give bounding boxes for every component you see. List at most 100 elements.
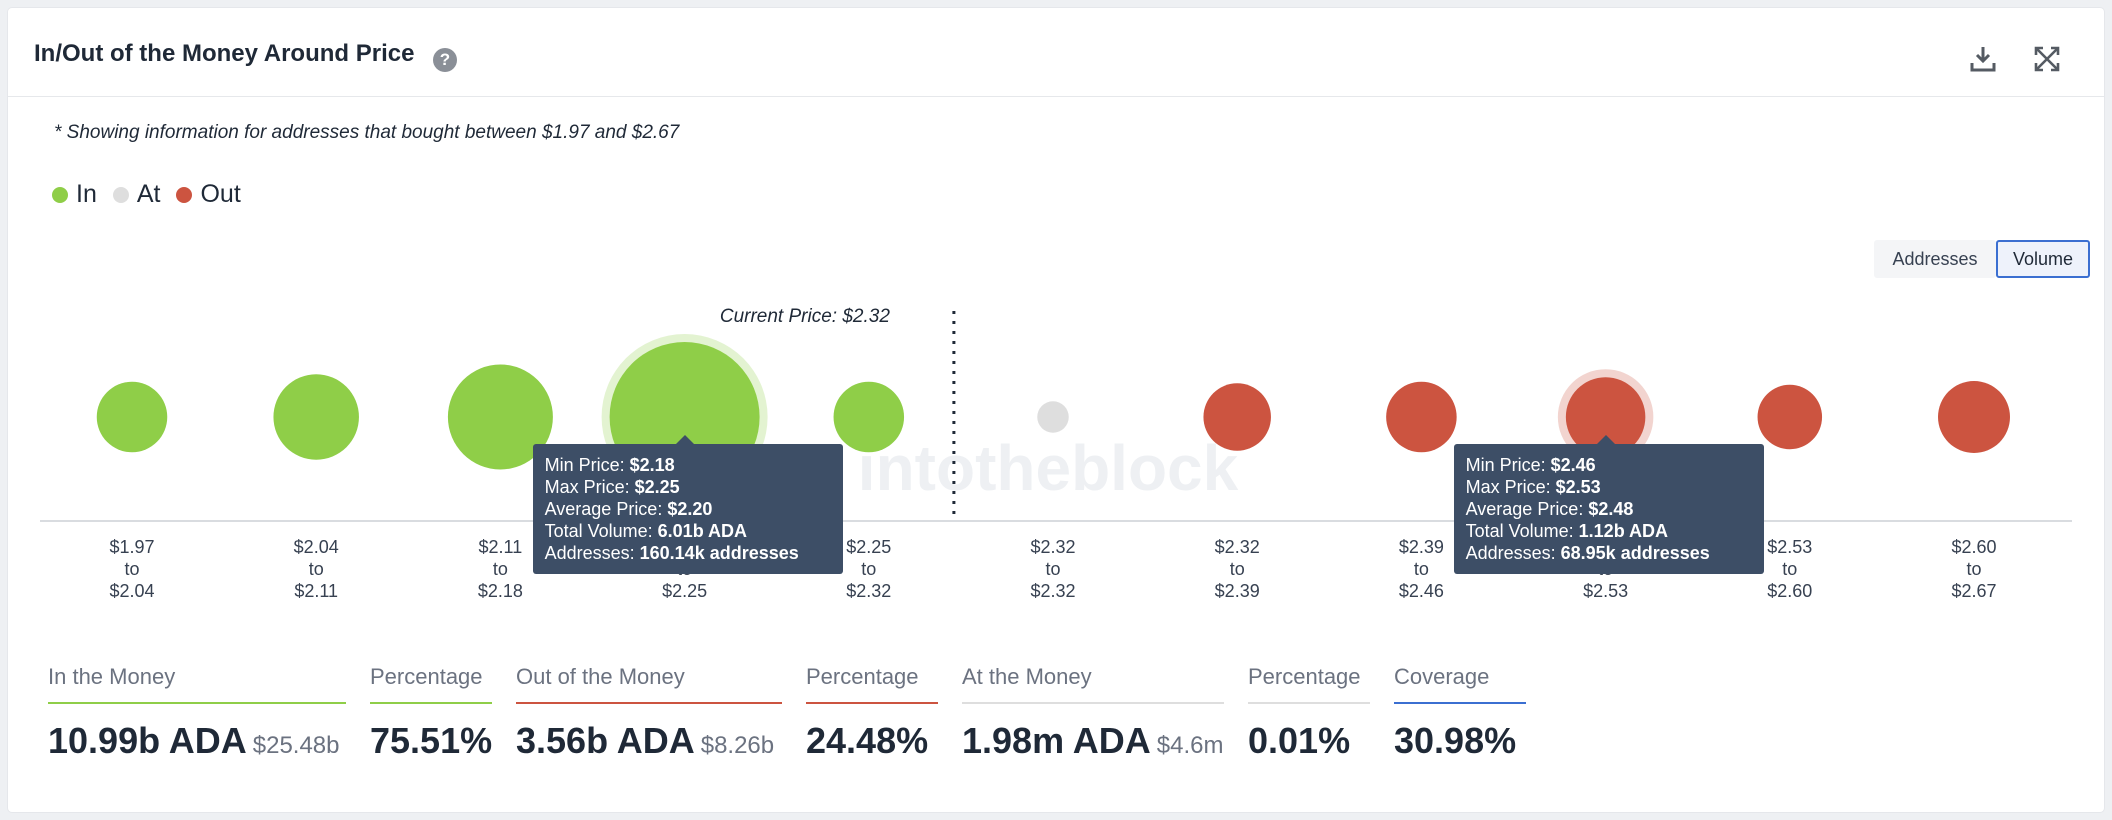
x-tick-label: $2.32 [846,581,891,601]
tooltip-row: Average Price: $2.20 [545,498,831,520]
addresses-toggle-button[interactable]: Addresses [1874,240,1996,278]
stat-label: Percentage [1248,664,1361,689]
bubble-out[interactable] [1565,377,1646,457]
tooltip-label: Min Price: [544,455,630,475]
tooltip-value: $2.25 [634,477,680,497]
tooltip-row: Max Price: $2.25 [545,476,831,498]
stat-main-value: 3.56b ADA [516,720,695,761]
tooltip-value: $2.20 [667,499,713,519]
stat-value: 0.01% [1248,720,1370,762]
tooltip-row: Addresses: 160.14k addresses [545,542,831,564]
stat-label: Coverage [1394,664,1490,689]
x-tick-label: $2.11 [479,537,523,557]
bubble-out[interactable] [1203,383,1271,451]
chart-card: In/Out of the Money Around Price ? * Sho… [8,8,2104,812]
stat-label: Percentage [806,664,919,689]
stat-main-value: 0.01% [1248,720,1351,761]
legend-item-in[interactable]: In [52,180,97,209]
x-tick-label: $2.32 [1030,581,1075,601]
legend-label: In [76,180,97,208]
x-tick-label: $2.46 [1399,581,1444,601]
legend-label: Out [200,180,241,208]
legend-dot [176,186,193,203]
tooltip-value: 68.95k addresses [1560,543,1710,563]
tooltip-label: Addresses: [1465,543,1561,563]
x-tick-label: $2.25 [662,581,707,601]
bubble-in[interactable] [447,364,553,470]
x-tick-label: to [493,559,508,579]
tooltip-value: 6.01b ADA [657,521,748,541]
current-price-label: Current Price: $2.32 [720,306,890,327]
legend-dot [52,186,68,203]
stat-label: Percentage [370,664,483,689]
stat-value: 1.98m ADA $4.6m [962,720,1224,762]
stat-value: 10.99b ADA $25.48b [48,720,346,762]
x-tick-label: $2.53 [1767,537,1812,557]
tooltip-row: Average Price: $2.48 [1466,498,1752,520]
tooltip-row: Total Volume: 1.12b ADA [1466,520,1752,542]
bubble-tooltip: Min Price: $2.18 Max Price: $2.25 Average … [532,435,843,574]
stat-main-value: 30.98% [1394,720,1517,761]
stat-value: 24.48% [806,720,938,762]
bubble-in[interactable] [96,381,168,453]
stat-at-percentage: Percentage 0.01% [1248,664,1370,762]
stat-in-the-money: In the Money 10.99b ADA $25.48b [48,664,346,762]
stat-in-percentage: Percentage 75.51% [370,664,492,762]
stat-out-of-the-money: Out of the Money 3.56b ADA $8.26b [516,664,782,762]
download-icon[interactable] [1968,44,1998,74]
x-tick-label: to [124,559,139,579]
watermark: intotheblock [858,432,1239,504]
bubble-out[interactable] [1757,384,1823,450]
stat-main-value: 24.48% [806,720,929,761]
stat-underline [516,702,782,704]
tooltip-value: 160.14k addresses [639,543,799,563]
tooltip-value: $2.46 [1550,455,1596,475]
fullscreen-icon[interactable] [2032,44,2062,74]
stat-label: At the Money [962,664,1092,689]
x-tick-label: to [861,559,876,579]
x-tick-label: $2.04 [109,581,154,601]
tooltip-label: Total Volume: [544,521,658,541]
tooltip-label: Average Price: [1465,499,1589,519]
stat-usd-value: $25.48b [252,732,340,759]
stat-usd-value: $8.26b [700,732,775,759]
stat-underline [806,702,938,704]
range-note: * Showing information for addresses that… [54,122,680,143]
x-tick-label: $2.04 [294,537,339,557]
tooltip-row: Min Price: $2.18 [545,454,831,476]
tooltip-label: Max Price: [1465,477,1556,497]
legend-item-out[interactable]: Out [176,180,241,209]
x-tick-label: $2.53 [1583,581,1628,601]
x-tick-label: $2.32 [1215,537,1260,557]
bubble-out[interactable] [1938,381,2010,453]
bubble-in[interactable] [833,381,905,453]
x-tick-label: $1.97 [109,537,154,557]
tooltip-row: Addresses: 68.95k addresses [1466,542,1752,564]
chart-legend: In At Out [52,180,257,209]
volume-toggle-button[interactable]: Volume [1996,240,2090,278]
tooltip-label: Min Price: [1465,455,1551,475]
stat-main-value: 1.98m ADA [962,720,1151,761]
stat-underline [1394,702,1526,704]
x-tick-label: $2.11 [294,581,338,601]
bubble-at[interactable] [1037,401,1069,433]
stat-value: 75.51% [370,720,492,762]
x-tick-label: $2.18 [478,581,523,601]
stat-coverage: Coverage 30.98% [1394,664,1526,762]
x-tick-label: to [1230,559,1245,579]
tooltip-label: Max Price: [544,477,635,497]
tooltip-value: $2.18 [629,455,675,475]
bubble-in[interactable] [273,374,359,460]
tooltip-label: Average Price: [544,499,668,519]
tooltip-label: Total Volume: [1465,521,1579,541]
stat-value: 30.98% [1394,720,1526,762]
tooltip-value: 1.12b ADA [1578,521,1669,541]
bubble-tooltip: Min Price: $2.46 Max Price: $2.53 Average … [1453,435,1764,574]
stat-label: Out of the Money [516,664,685,689]
x-tick-label: to [1782,559,1797,579]
bubble-out[interactable] [1386,381,1457,453]
help-icon[interactable]: ? [433,48,457,72]
legend-item-at[interactable]: At [112,180,160,209]
x-tick-label: $2.39 [1399,537,1444,557]
